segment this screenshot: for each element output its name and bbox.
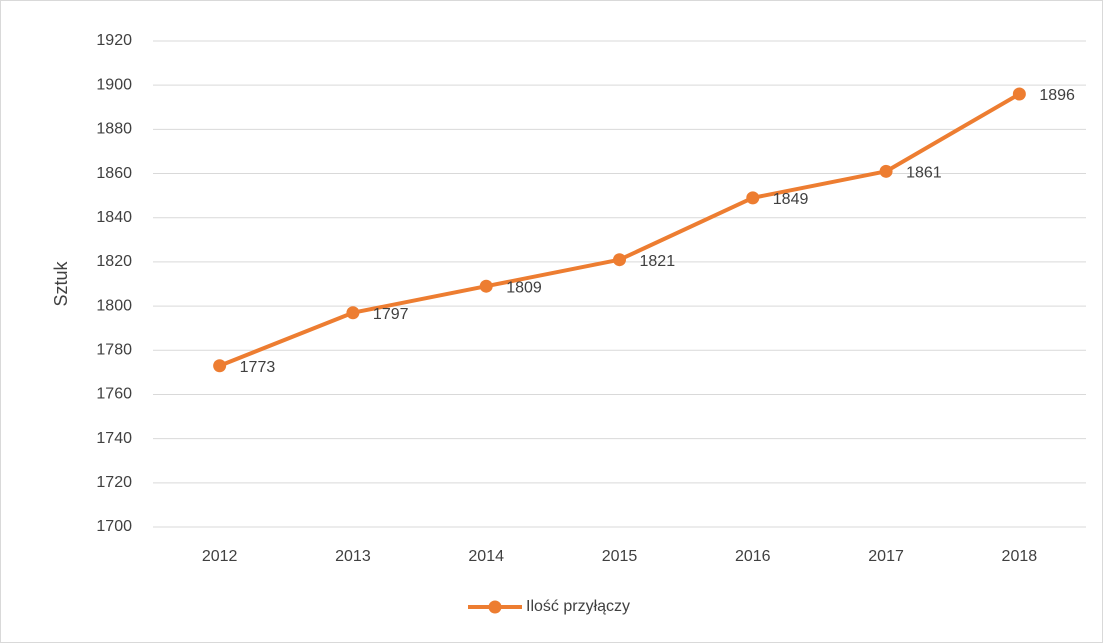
data-label: 1849 <box>773 191 809 208</box>
y-axis-label: Sztuk <box>51 260 71 306</box>
data-label: 1821 <box>640 253 676 270</box>
x-tick-label: 2013 <box>335 548 371 565</box>
data-point <box>879 164 893 178</box>
data-point <box>213 359 227 373</box>
x-tick-label: 2012 <box>202 548 238 565</box>
legend-label: Ilość przyłączy <box>526 598 630 615</box>
y-tick-label: 1720 <box>96 474 132 491</box>
data-point <box>479 279 493 293</box>
y-tick-label: 1840 <box>96 209 132 226</box>
y-tick-label: 1780 <box>96 341 132 358</box>
x-tick-label: 2018 <box>1002 548 1038 565</box>
y-tick-label: 1760 <box>96 386 132 403</box>
data-label: 1773 <box>240 359 276 376</box>
y-tick-label: 1860 <box>96 165 132 182</box>
x-tick-label: 2014 <box>468 548 504 565</box>
data-point <box>1012 87 1026 101</box>
y-tick-label: 1700 <box>96 518 132 535</box>
y-tick-label: 1740 <box>96 430 132 447</box>
data-label: 1809 <box>506 279 542 296</box>
x-tick-label: 2015 <box>602 548 638 565</box>
x-tick-label: 2017 <box>868 548 904 565</box>
data-label: 1797 <box>373 306 409 323</box>
y-tick-label: 1880 <box>96 121 132 138</box>
data-point <box>346 306 360 320</box>
legend-marker <box>488 600 502 614</box>
data-point <box>613 253 626 267</box>
x-tick-label: 2016 <box>735 548 771 565</box>
data-point <box>746 191 760 205</box>
y-tick-label: 1800 <box>96 297 132 314</box>
y-tick-label: 1920 <box>96 32 132 49</box>
data-label: 1896 <box>1039 87 1075 104</box>
y-tick-label: 1820 <box>96 253 132 270</box>
data-label: 1861 <box>906 165 942 182</box>
y-tick-label: 1900 <box>96 76 132 93</box>
